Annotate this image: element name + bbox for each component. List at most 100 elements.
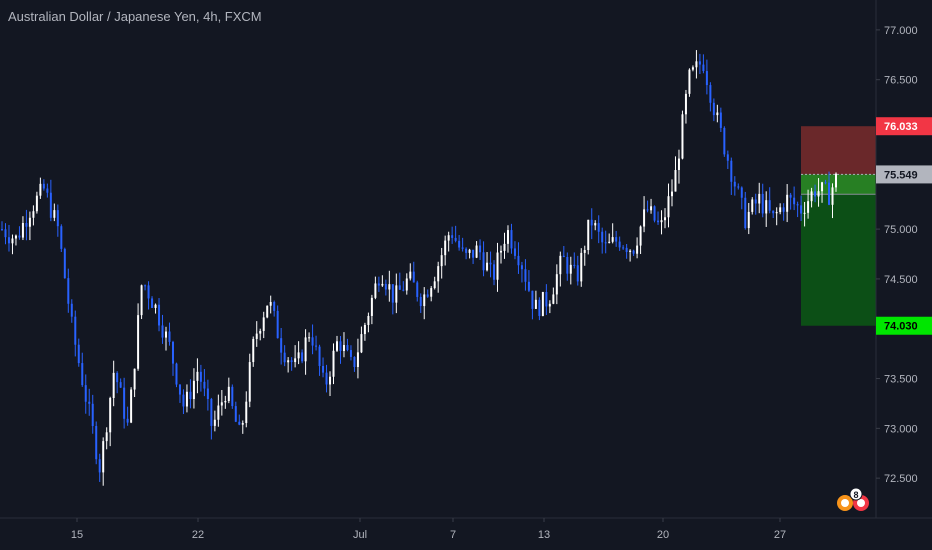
candle-body (287, 360, 290, 363)
candle-body (161, 325, 164, 338)
candle-body (353, 356, 356, 368)
candle-body (754, 199, 757, 204)
candle-body (11, 238, 14, 244)
x-tick-label: Jul (353, 529, 367, 541)
candle-body (541, 292, 544, 316)
candle-body (520, 265, 523, 270)
candle-body (447, 235, 450, 241)
candle-body (297, 352, 300, 359)
candle-body (419, 296, 422, 307)
candle-body (391, 284, 394, 303)
candle-body (231, 386, 234, 407)
candle-body (622, 247, 625, 249)
candle-body (437, 266, 440, 282)
candle-body (569, 264, 572, 274)
candle-body (814, 191, 817, 197)
candle-body (786, 194, 789, 212)
candle-body (217, 405, 220, 420)
candle-body (677, 158, 680, 171)
candle-body (615, 237, 618, 242)
stop-price-tag: 76.033 (876, 117, 932, 136)
candle-body (500, 250, 503, 253)
y-tick-label: 74.500 (884, 274, 918, 286)
candle-body (503, 243, 506, 251)
candle-body (35, 195, 38, 212)
candle-body (210, 398, 213, 426)
events-badge-icon[interactable]: 8 (837, 487, 869, 511)
candle-body (828, 182, 831, 205)
candle-body (290, 360, 293, 363)
candle-body (322, 365, 325, 373)
candle-body (140, 285, 143, 316)
take-profit-zone[interactable] (801, 194, 876, 326)
candle-body (81, 363, 84, 386)
candle-body (42, 183, 45, 189)
candle-body (273, 301, 276, 311)
candle-body (332, 350, 335, 377)
candle-body (426, 294, 429, 297)
candle-body (402, 289, 405, 291)
candle-body (479, 245, 482, 253)
candle-body (702, 64, 705, 72)
candle-body (524, 269, 527, 282)
x-tick-label: 13 (538, 529, 550, 541)
stop-price-tag-bg (876, 117, 932, 136)
candle-body (611, 237, 614, 242)
candle-body (800, 205, 803, 214)
candle-body (220, 402, 223, 406)
candle-body (18, 235, 21, 238)
candle-body (793, 197, 796, 205)
candle-body (527, 281, 530, 291)
candle-body (719, 112, 722, 128)
candle-body (758, 193, 761, 204)
candle-body (49, 192, 52, 218)
candle-body (587, 219, 590, 251)
open-profit-zone (801, 174, 876, 195)
candle-body (185, 391, 188, 407)
candle-body (206, 388, 209, 399)
y-tick-label: 73.000 (884, 423, 918, 435)
candle-body (744, 197, 747, 229)
candle-body (276, 310, 279, 339)
y-tick-label: 77.000 (884, 25, 918, 37)
candle-body (775, 212, 778, 214)
position-zones[interactable] (801, 126, 876, 326)
candle-body (377, 283, 380, 286)
candle-body (660, 220, 663, 223)
candle-body (21, 222, 24, 238)
candle-body (133, 368, 136, 390)
candle-body (126, 418, 129, 423)
candle-body (213, 419, 216, 426)
candle-body (196, 371, 199, 381)
target-price-tag-label: 74.030 (884, 321, 918, 333)
candle-body (280, 338, 283, 353)
candle-body (1, 229, 3, 231)
candle-body (32, 211, 35, 218)
candle-body (779, 207, 782, 213)
candle-body (698, 61, 701, 65)
candle-body (506, 230, 509, 244)
candle-body (238, 421, 241, 425)
candle-body (440, 255, 443, 267)
candle-body (356, 352, 359, 368)
candle-body (636, 245, 639, 254)
candle-body (98, 459, 101, 473)
candle-body (545, 292, 548, 307)
candle-body (667, 196, 670, 218)
candle-body (123, 387, 126, 419)
event-flag-inner-2 (857, 499, 865, 507)
candle-body (712, 102, 715, 116)
candle-body (688, 69, 691, 94)
candle-body (604, 242, 607, 244)
candle-body (95, 426, 98, 460)
candle-body (308, 337, 311, 339)
x-tick-label: 22 (192, 529, 204, 541)
candle-body (67, 278, 70, 304)
candle-body (137, 315, 140, 369)
candle-body (465, 248, 468, 253)
candle-body (370, 297, 373, 316)
x-tick-label: 15 (71, 529, 83, 541)
